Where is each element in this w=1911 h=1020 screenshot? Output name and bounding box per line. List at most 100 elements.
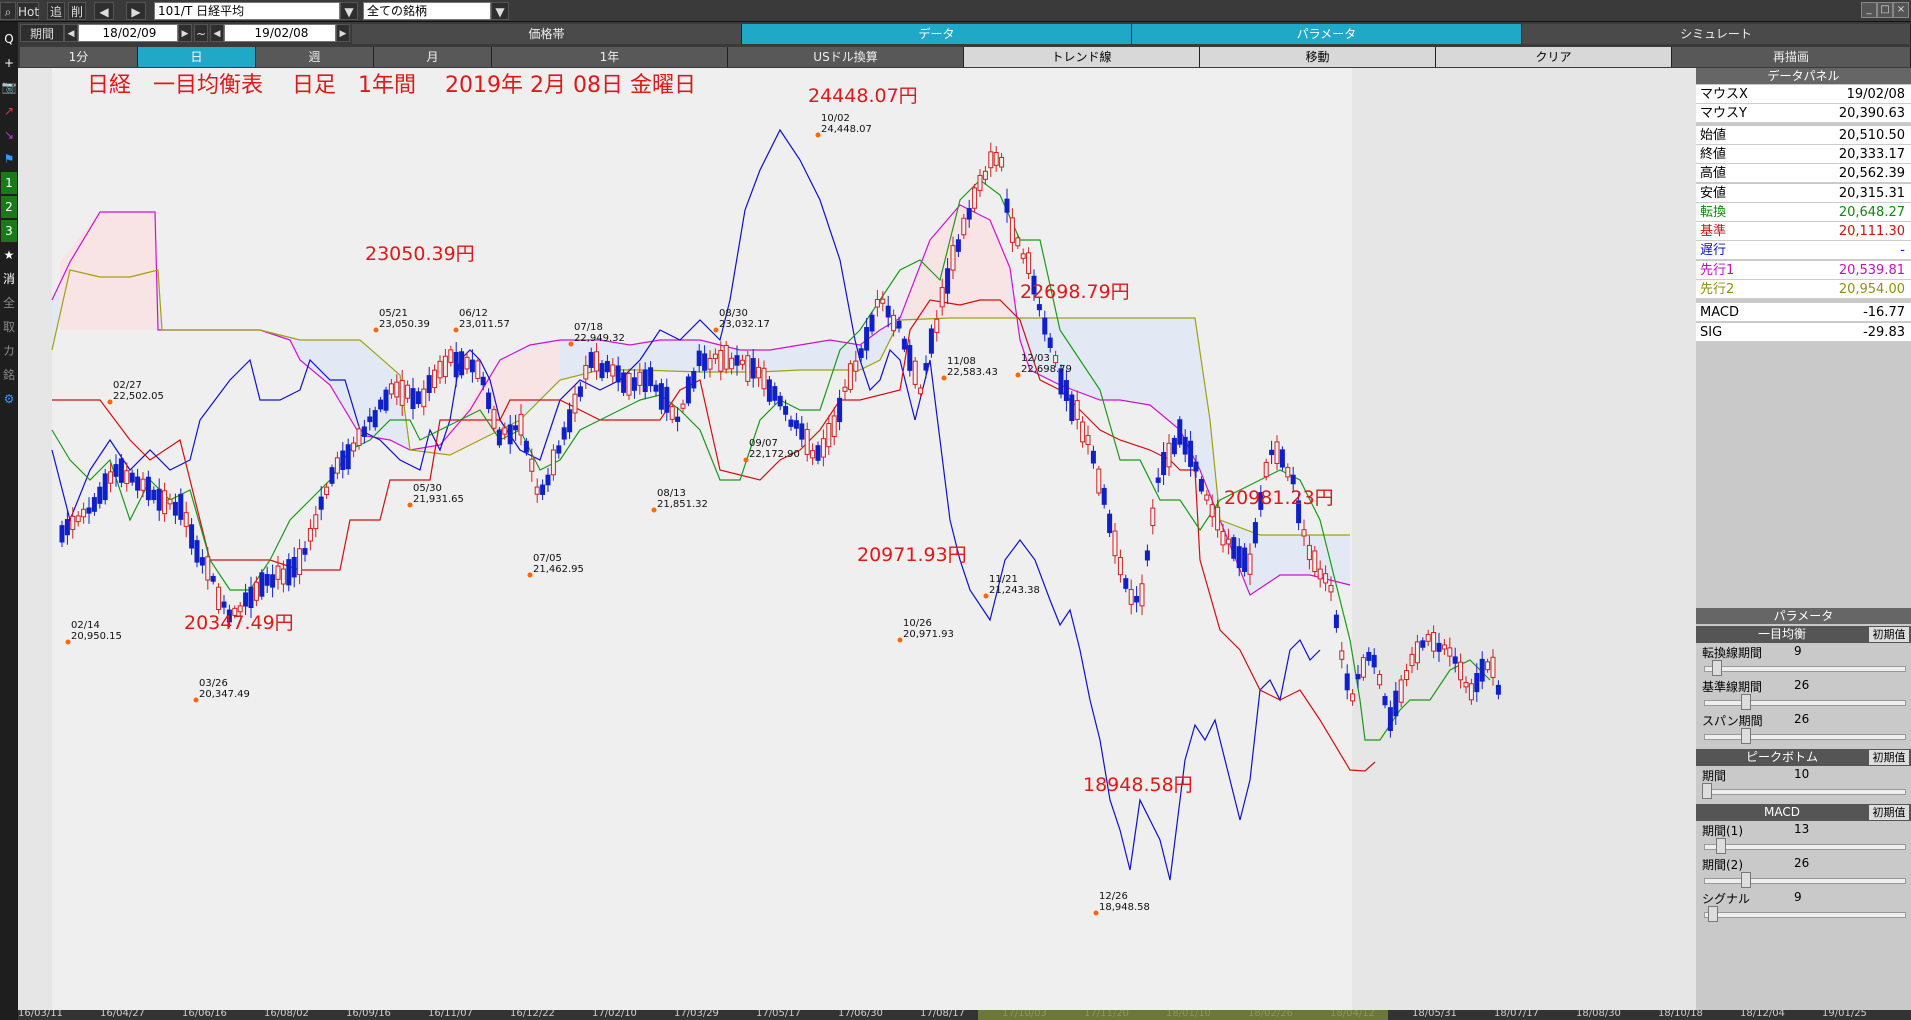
close-icon[interactable]: × (1893, 2, 1909, 18)
tool-one-icon[interactable]: 1 (1, 172, 17, 194)
tool-flag-icon[interactable]: ⚑ (3, 152, 15, 166)
tab-parameter[interactable]: パラメータ (1132, 24, 1522, 44)
tab-1min[interactable]: 1分 (20, 47, 138, 67)
tab-move[interactable]: 移動 (1200, 47, 1436, 67)
candle-body (793, 420, 799, 429)
to-prev-icon[interactable]: ◀ (210, 24, 224, 42)
candle-body (1144, 550, 1150, 561)
delete-button[interactable]: 削 (68, 2, 86, 20)
tab-monthly[interactable]: 月 (374, 47, 492, 67)
scroll-range-highlight[interactable] (978, 1010, 1388, 1020)
price-annotation: 20981.23円 (1224, 487, 1334, 509)
tool-two-icon[interactable]: 2 (1, 196, 17, 218)
candle-body (124, 470, 130, 485)
price-annotation: 22698.79円 (1020, 281, 1130, 303)
param-slider-thumb[interactable] (1707, 906, 1718, 922)
from-prev-icon[interactable]: ◀ (64, 24, 78, 42)
date-from-input[interactable]: 18/02/09 (78, 24, 178, 42)
tool-erase-icon[interactable]: 消 (2, 272, 15, 286)
tool-search-icon[interactable]: Q (4, 32, 14, 46)
param-slider-track[interactable] (1704, 844, 1906, 850)
candle-body (221, 601, 227, 608)
tool-camera-icon[interactable]: 📷 (1, 80, 17, 94)
tab-weekly[interactable]: 週 (256, 47, 374, 67)
candle-body (675, 416, 681, 422)
param-slider-thumb[interactable] (1715, 838, 1726, 854)
peak-value-label: 22,502.05 (113, 391, 164, 402)
param-slider-track[interactable] (1704, 878, 1906, 884)
peak-marker (65, 639, 71, 645)
candle-body (1015, 237, 1021, 247)
tool-gear-icon[interactable]: ⚙ (3, 392, 15, 406)
tab-1year[interactable]: 1年 (492, 47, 728, 67)
param-slider-track[interactable] (1704, 700, 1906, 706)
peak-date-label: 12/03 (1021, 353, 1050, 364)
date-to-input[interactable]: 19/02/08 (224, 24, 336, 42)
param-slider-track[interactable] (1704, 789, 1906, 795)
candle-body (388, 383, 394, 395)
tool-line-down-icon[interactable]: ↘ (3, 128, 15, 142)
reset-defaults-button[interactable]: 初期值 (1869, 805, 1909, 820)
tab-redraw[interactable]: 再描画 (1672, 47, 1911, 67)
candle-body (1042, 317, 1048, 335)
param-slider-track[interactable] (1704, 666, 1906, 672)
reset-defaults-button[interactable]: 初期值 (1869, 627, 1909, 642)
ichimoku-chart[interactable]: 24,80024,80024,60024,60024,40024,40024,2… (18, 68, 1696, 1010)
tool-ka-icon[interactable]: カ (2, 344, 15, 358)
panel-row-label: 安値 (1700, 185, 1727, 201)
filter-dropdown-icon[interactable]: ▼ (491, 2, 509, 20)
prev-arrow-icon[interactable]: ◀ (94, 2, 114, 20)
tab-daily[interactable]: 日 (138, 47, 256, 67)
candle-body (1198, 478, 1204, 492)
reset-defaults-button[interactable]: 初期值 (1869, 750, 1909, 765)
peak-marker (407, 502, 413, 508)
param-slider-track[interactable] (1704, 734, 1906, 740)
symbol-select[interactable]: 101/T 日経平均 (154, 2, 340, 20)
param-slider-thumb[interactable] (1711, 660, 1722, 676)
tab-price-band[interactable]: 価格帯 (352, 24, 742, 44)
peak-marker (453, 327, 459, 333)
panel-row-label: 始値 (1700, 127, 1727, 143)
param-slider-thumb[interactable] (1741, 872, 1752, 888)
tool-all-icon[interactable]: 全 (2, 296, 15, 310)
search-icon[interactable]: ⌕ (0, 2, 16, 20)
symbol-dropdown-icon[interactable]: ▼ (340, 2, 358, 20)
param-slider-thumb[interactable] (1741, 694, 1752, 710)
candle-body (129, 472, 135, 483)
tab-trendline[interactable]: トレンド線 (964, 47, 1200, 67)
hot-button[interactable]: Hot (17, 2, 39, 20)
filter-select[interactable]: 全ての銘柄 (363, 2, 491, 20)
param-slider-track[interactable] (1704, 912, 1906, 918)
tool-line-up-icon[interactable]: ↗ (3, 104, 15, 118)
tool-take-icon[interactable]: 取 (2, 320, 15, 334)
candle-body (194, 540, 200, 563)
tool-cross-icon[interactable]: + (3, 56, 15, 70)
candle-body (464, 356, 470, 370)
candle-body (1490, 656, 1496, 678)
candle-body (604, 360, 610, 373)
tool-three-icon[interactable]: 3 (1, 220, 17, 242)
candle-body (1080, 421, 1086, 443)
candle-body (237, 605, 243, 613)
candle-body (788, 419, 794, 427)
candle-body (297, 548, 303, 576)
tool-stock-icon[interactable]: 銘 (2, 368, 15, 382)
to-next-icon[interactable]: ▶ (336, 24, 350, 42)
tab-data[interactable]: データ (742, 24, 1132, 44)
chart-area[interactable]: 24,80024,80024,60024,60024,40024,40024,2… (18, 68, 1696, 1010)
param-slider-thumb[interactable] (1702, 783, 1712, 799)
panel-row: 基準 20,111.30 (1696, 222, 1911, 242)
add-button[interactable]: 追 (47, 2, 65, 20)
next-arrow-icon[interactable]: ▶ (126, 2, 146, 20)
minimize-icon[interactable]: _ (1861, 2, 1877, 18)
bottom-date-scrollbar[interactable]: 16/03/11 16/04/27 16/06/16 16/08/02 16/09/16… (18, 1010, 1911, 1020)
from-next-icon[interactable]: ▶ (178, 24, 192, 42)
tab-clear[interactable]: クリア (1436, 47, 1672, 67)
tab-simulate[interactable]: シミュレート (1522, 24, 1911, 44)
param-slider-thumb[interactable] (1741, 728, 1752, 744)
candle-body (502, 427, 508, 435)
tool-star-icon[interactable]: ★ (3, 248, 15, 262)
candle-body (1047, 337, 1053, 348)
tab-usd-convert[interactable]: USドル換算 (728, 47, 964, 67)
maximize-icon[interactable]: □ (1877, 2, 1893, 18)
